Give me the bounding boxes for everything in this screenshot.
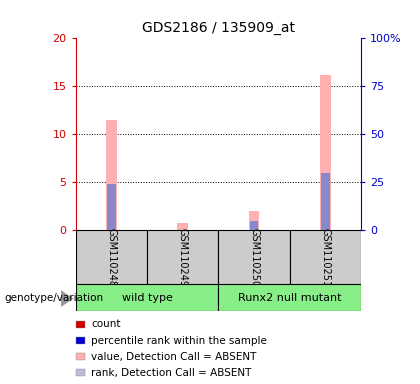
Bar — [290, 230, 361, 284]
Text: value, Detection Call = ABSENT: value, Detection Call = ABSENT — [91, 352, 257, 362]
Bar — [147, 230, 218, 284]
Bar — [177, 223, 188, 230]
Text: GSM110248: GSM110248 — [106, 228, 116, 287]
Bar — [218, 284, 361, 311]
Title: GDS2186 / 135909_at: GDS2186 / 135909_at — [142, 21, 295, 35]
Text: GSM110249: GSM110249 — [178, 228, 188, 287]
Text: rank, Detection Call = ABSENT: rank, Detection Call = ABSENT — [91, 368, 252, 378]
Bar — [321, 173, 330, 230]
Bar — [249, 211, 260, 230]
Bar — [250, 221, 258, 230]
Text: Runx2 null mutant: Runx2 null mutant — [238, 293, 341, 303]
Text: GSM110251: GSM110251 — [320, 228, 331, 287]
Text: GSM110250: GSM110250 — [249, 228, 259, 287]
Text: percentile rank within the sample: percentile rank within the sample — [91, 336, 267, 346]
Text: wild type: wild type — [121, 293, 173, 303]
Text: count: count — [91, 319, 121, 329]
Bar — [76, 230, 147, 284]
Bar — [106, 120, 117, 230]
Bar — [320, 75, 331, 230]
Bar — [76, 284, 218, 311]
Bar — [218, 230, 290, 284]
Polygon shape — [61, 290, 74, 307]
Bar — [107, 184, 116, 230]
Text: genotype/variation: genotype/variation — [4, 293, 103, 303]
